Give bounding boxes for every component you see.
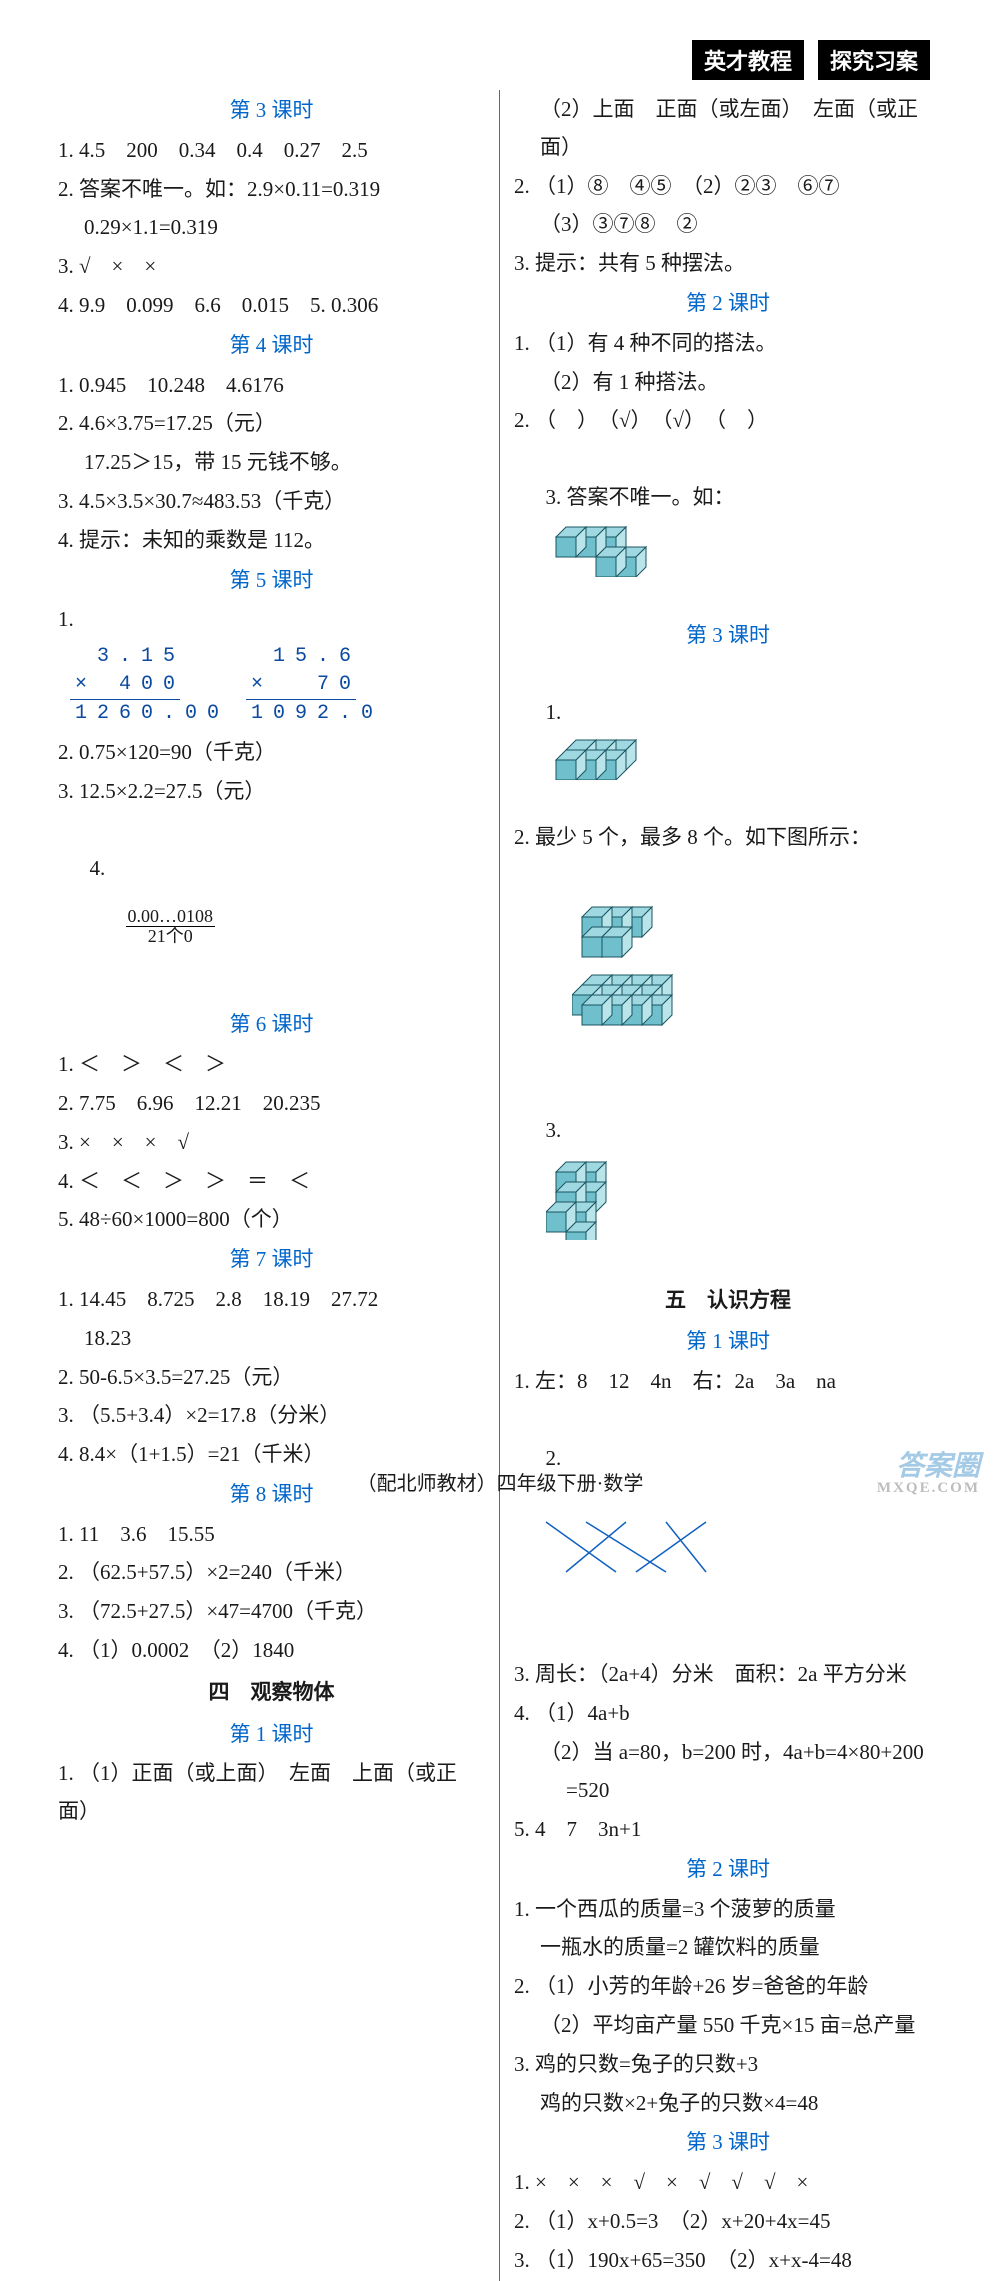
unit4-title: 四 观察物体 xyxy=(58,1674,485,1712)
l4-3: 3. 4.5×3.5×30.7≈483.53（千克） xyxy=(58,483,485,521)
l8-2: 2. （62.5+57.5）×2=240（千米） xyxy=(58,1554,485,1592)
column-right: （2）上面 正面（或左面） 左面（或正面） 2. （1）⑧ ④⑤ （2）②③ ⑥… xyxy=(500,90,950,2281)
u5-3-l1: 1. × × × √ × √ √ √ × xyxy=(514,2164,942,2202)
l3-3: 3. √ × × xyxy=(58,248,485,286)
r-lesson2-title: 第 2 课时 xyxy=(514,285,942,323)
cube-row xyxy=(546,732,666,780)
l7-3: 3. （5.5+3.4）×2=17.8（分米） xyxy=(58,1397,485,1435)
watermark: 答案圈 MXQE.COM xyxy=(877,1453,980,1496)
watermark-main: 答案圈 xyxy=(877,1453,980,1481)
r-l2-2: 2. （ ） （√） （√） （ ） xyxy=(514,402,942,440)
frac-top: 0.00…0108 xyxy=(126,906,216,927)
l3-2b: 0.29×1.1=0.319 xyxy=(58,209,485,247)
lesson4-title: 第 4 课时 xyxy=(58,327,485,365)
r-l3-2-svg xyxy=(514,858,942,1074)
r-cont-3: 3. 提示：共有 5 种摆法。 xyxy=(514,245,942,283)
l5-2: 2. 0.75×120=90（千克） xyxy=(58,734,485,772)
l3-2: 2. 答案不唯一。如：2.9×0.11=0.319 xyxy=(58,171,485,209)
l8-4: 4. （1）0.0002 （2）1840 xyxy=(58,1632,485,1670)
u5-3-l2: 2. （1）x+0.5=3 （2）x+20+4x=45 xyxy=(514,2203,942,2241)
l5-4-frac: 0.00…0108 21个0 xyxy=(90,887,216,966)
r-l3-1: 1. xyxy=(514,656,942,817)
unit5-lesson2: 第 2 课时 xyxy=(514,1851,942,1889)
unit5-title: 五 认识方程 xyxy=(514,1282,942,1320)
l8-3: 3. （72.5+27.5）×47=4700（千克） xyxy=(58,1593,485,1631)
u5-l4b: （2）当 a=80，b=200 时，4a+b=4×80+200 xyxy=(514,1734,942,1772)
unit5-lesson1: 第 1 课时 xyxy=(514,1323,942,1361)
l7-1: 1. 14.45 8.725 2.8 18.19 27.72 xyxy=(58,1281,485,1319)
l4-2: 2. 4.6×3.75=17.25（元） xyxy=(58,405,485,443)
l6-4: 4. ＜ ＜ ＞ ＞ ＝ ＜ xyxy=(58,1163,485,1201)
u5-l4c: =520 xyxy=(514,1772,942,1810)
header-badges: 英才教程 探究习案 xyxy=(692,40,930,80)
l5-3: 3. 12.5×2.2=27.5（元） xyxy=(58,773,485,811)
l8-1: 1. 11 3.6 15.55 xyxy=(58,1516,485,1554)
r-l2-1b: （2）有 1 种搭法。 xyxy=(514,364,942,402)
l6-5: 5. 48÷60×1000=800（个） xyxy=(58,1201,485,1239)
unit4-lesson1: 第 1 课时 xyxy=(58,1716,485,1754)
cube-shape-a xyxy=(572,895,692,965)
u5-l5: 5. 4 7 3n+1 xyxy=(514,1811,942,1849)
u4-l1: 1. （1）正面（或上面） 左面 上面（或正面） xyxy=(58,1755,485,1831)
footer-text: （配北师教材）四年级下册·数学 xyxy=(0,1467,1000,1496)
cross-lines-icon xyxy=(526,1517,726,1577)
l4-1: 1. 0.945 10.248 4.6176 xyxy=(58,367,485,405)
r-l2-1: 1. （1）有 4 种不同的搭法。 xyxy=(514,325,942,363)
u5-2-l1b: 一瓶水的质量=2 罐饮料的质量 xyxy=(514,1929,942,1967)
l3-4: 4. 9.9 0.099 6.6 0.015 5. 0.306 xyxy=(58,287,485,325)
u5-l2: 2. xyxy=(514,1402,942,1655)
watermark-sub: MXQE.COM xyxy=(877,1481,980,1496)
frac-bot: 21个0 xyxy=(146,926,195,946)
cube-shape-c xyxy=(546,1150,646,1240)
u5-l1: 1. 左：8 12 4n 右：2a 3a na xyxy=(514,1363,942,1401)
r-cont-2: 2. （1）⑧ ④⑤ （2）②③ ⑥⑦ xyxy=(514,168,942,206)
u5-3-l3: 3. （1）190x+65=350 （2）x+x-4=48 xyxy=(514,2242,942,2280)
r-l3-1-label: 1. xyxy=(546,700,562,724)
l7-1b: 18.23 xyxy=(58,1320,485,1358)
content-columns: 第 3 课时 1. 4.5 200 0.34 0.4 0.27 2.5 2. 答… xyxy=(50,90,950,2281)
u5-2-l2b: （2）平均亩产量 550 千克×15 亩=总产量 xyxy=(514,2007,942,2045)
r-l2-3: 3. 答案不唯一。如： xyxy=(514,441,942,614)
l5-label: 1. xyxy=(58,601,485,639)
l6-2: 2. 7.75 6.96 12.21 20.235 xyxy=(58,1085,485,1123)
u5-l4: 4. （1）4a+b xyxy=(514,1695,942,1733)
l7-2: 2. 50-6.5×3.5=27.25（元） xyxy=(58,1359,485,1397)
column-left: 第 3 课时 1. 4.5 200 0.34 0.4 0.27 2.5 2. 答… xyxy=(50,90,500,2281)
lesson3-title: 第 3 课时 xyxy=(58,92,485,130)
lesson7-title: 第 7 课时 xyxy=(58,1241,485,1279)
l5-4: 4. 0.00…0108 21个0 xyxy=(58,812,485,1005)
l4-2b: 17.25＞15，带 15 元钱不够。 xyxy=(58,444,485,482)
r-cont-2b: （3）③⑦⑧ ② xyxy=(514,206,942,244)
badge-title-2: 探究习案 xyxy=(818,40,930,80)
u5-l3: 3. 周长：（2a+4）分米 面积：2a 平方分米 xyxy=(514,1656,942,1694)
vertical-multiplication: 3.15 15.6 ×400 ×70 1260.00 1092.0 xyxy=(70,643,485,728)
r-l3-3-label: 3. xyxy=(546,1118,562,1142)
l6-3: 3. × × × √ xyxy=(58,1124,485,1162)
r-l3-3: 3. xyxy=(514,1074,942,1277)
l6-1: 1. ＜ ＞ ＜ ＞ xyxy=(58,1046,485,1084)
u5-2-l3b: 鸡的只数×2+兔子的只数×4=48 xyxy=(514,2085,942,2123)
l3-1: 1. 4.5 200 0.34 0.4 0.27 2.5 xyxy=(58,132,485,170)
cube-shape-b xyxy=(572,965,712,1035)
r-l3-2: 2. 最少 5 个，最多 8 个。如下图所示： xyxy=(514,819,942,857)
unit5-lesson3: 第 3 课时 xyxy=(514,2124,942,2162)
l4-4: 4. 提示：未知的乘数是 112。 xyxy=(58,522,485,560)
l5-4-label: 4. xyxy=(90,856,111,880)
r-cont-1: （2）上面 正面（或左面） 左面（或正面） xyxy=(514,91,942,167)
r-l2-3-text: 3. 答案不唯一。如： xyxy=(546,485,735,509)
cube-shape-l xyxy=(546,517,656,577)
r-lesson3-title: 第 3 课时 xyxy=(514,617,942,655)
u5-2-l1: 1. 一个西瓜的质量=3 个菠萝的质量 xyxy=(514,1891,942,1929)
lesson6-title: 第 6 课时 xyxy=(58,1006,485,1044)
u5-2-l3: 3. 鸡的只数=兔子的只数+3 xyxy=(514,2046,942,2084)
u5-2-l2: 2. （1）小芳的年龄+26 岁=爸爸的年龄 xyxy=(514,1968,942,2006)
badge-title-1: 英才教程 xyxy=(692,40,804,80)
lesson5-title: 第 5 课时 xyxy=(58,562,485,600)
